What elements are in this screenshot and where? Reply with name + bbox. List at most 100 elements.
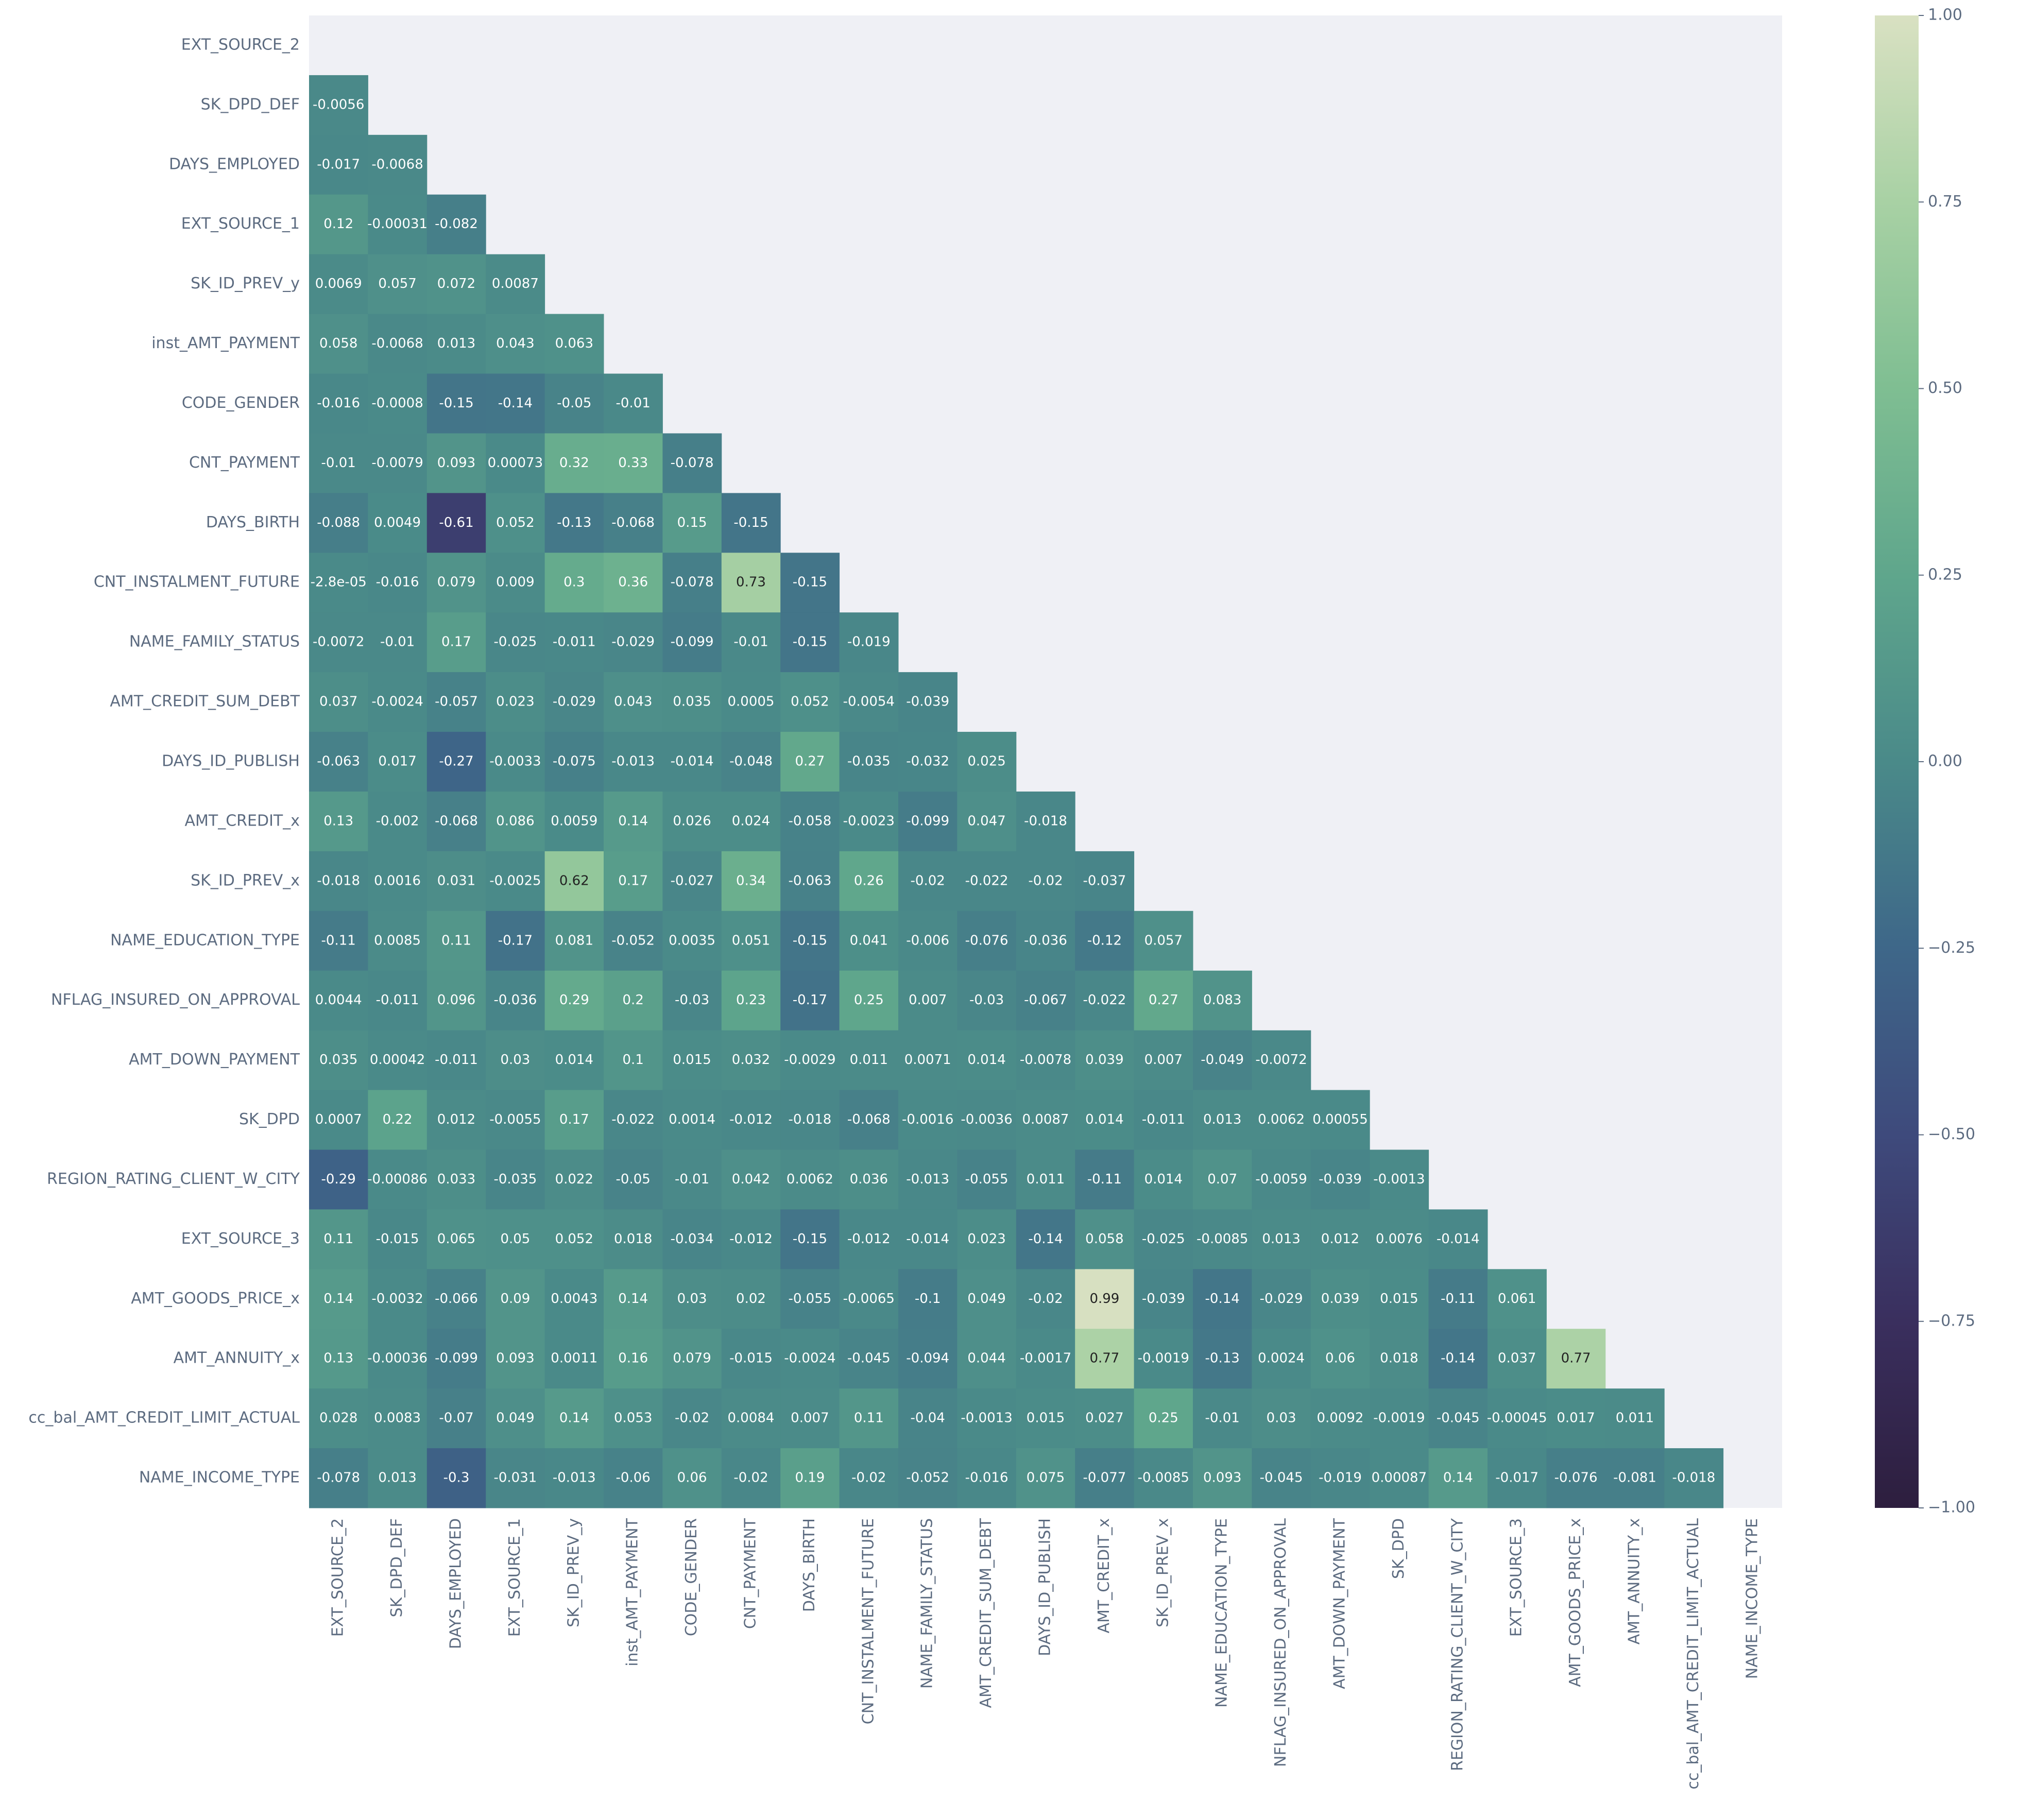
heatmap-cell xyxy=(309,433,368,493)
cell-label: 0.17 xyxy=(441,634,471,650)
cell-label: 0.0087 xyxy=(1022,1112,1069,1127)
heatmap-cell xyxy=(1605,1388,1665,1449)
x-tick-label: CNT_INSTALMENT_FUTURE xyxy=(859,1518,877,1724)
heatmap-cell xyxy=(486,911,545,971)
cell-label: -0.034 xyxy=(671,1231,714,1247)
heatmap-cell xyxy=(1016,1269,1075,1329)
heatmap-cell xyxy=(1488,1388,1547,1449)
cell-label: -0.0054 xyxy=(843,694,895,710)
heatmap-cell xyxy=(604,970,663,1031)
cell-label: 0.061 xyxy=(1498,1291,1536,1307)
heatmap-cell xyxy=(544,1388,604,1449)
cell-label: 0.0049 xyxy=(374,515,421,530)
heatmap-cell xyxy=(839,851,899,912)
heatmap-cell xyxy=(544,493,604,553)
heatmap-cell xyxy=(957,1149,1017,1210)
cell-label: -0.063 xyxy=(317,754,360,769)
cell-label: 0.0069 xyxy=(315,276,362,291)
cell-label: -0.0079 xyxy=(371,455,423,471)
heatmap-cell xyxy=(721,1090,781,1150)
heatmap-cell xyxy=(544,851,604,912)
heatmap-cell xyxy=(426,911,486,971)
cell-label: 0.043 xyxy=(614,694,652,710)
heatmap-cell xyxy=(544,791,604,852)
heatmap-cell xyxy=(426,732,486,792)
heatmap-cell xyxy=(898,791,958,852)
y-tick-label: EXT_SOURCE_3 xyxy=(181,1230,300,1248)
x-tick-label: NAME_FAMILY_STATUS xyxy=(918,1518,936,1689)
cell-label: -0.076 xyxy=(1554,1470,1598,1486)
cell-label: 0.035 xyxy=(319,1052,357,1068)
cell-label: -0.61 xyxy=(439,515,473,530)
heatmap-cell xyxy=(486,314,545,374)
heatmap-cell xyxy=(1428,1209,1488,1269)
heatmap-cell xyxy=(1370,1448,1429,1508)
heatmap-cell xyxy=(1252,1388,1311,1449)
heatmap-cell xyxy=(426,314,486,374)
heatmap-cell xyxy=(1252,1269,1311,1329)
heatmap-cell xyxy=(780,791,840,852)
cell-label: -0.018 xyxy=(1024,813,1067,829)
heatmap-cell xyxy=(368,1149,428,1210)
cell-label: 0.0035 xyxy=(669,933,715,948)
heatmap-cell xyxy=(544,672,604,732)
cell-label: 0.11 xyxy=(323,1231,353,1247)
cell-label: 0.29 xyxy=(559,992,589,1008)
cell-label: 0.0005 xyxy=(728,694,775,710)
heatmap-cell xyxy=(1310,1090,1370,1150)
cell-label: -0.002 xyxy=(376,813,419,829)
cell-label: 0.052 xyxy=(496,515,534,530)
cell-label: -0.013 xyxy=(611,754,655,769)
colorbar-tick-label: 0.00 xyxy=(1928,752,1962,770)
heatmap-cell xyxy=(1075,970,1135,1031)
heatmap-cell xyxy=(780,1329,840,1389)
cell-label: -0.045 xyxy=(847,1351,891,1366)
cell-label: 0.3 xyxy=(563,575,585,590)
heatmap-cell xyxy=(957,1388,1017,1449)
cell-label: 0.0083 xyxy=(374,1411,421,1426)
heatmap-cell xyxy=(780,553,840,613)
cell-label: 0.14 xyxy=(1443,1470,1473,1486)
heatmap-cell xyxy=(1252,1448,1311,1508)
y-tick-label: DAYS_ID_PUBLISH xyxy=(162,752,300,770)
cell-label: -0.099 xyxy=(671,634,714,650)
cell-label: -0.029 xyxy=(553,694,596,710)
y-tick-label: EXT_SOURCE_1 xyxy=(181,215,300,233)
heatmap-cell xyxy=(1488,1329,1547,1389)
cell-label: -0.14 xyxy=(498,396,533,411)
heatmap-cell xyxy=(839,672,899,732)
heatmap-cell xyxy=(1075,1030,1135,1091)
cell-label: -0.081 xyxy=(1613,1470,1656,1486)
cell-label: 0.052 xyxy=(555,1231,593,1247)
cell-label: 0.77 xyxy=(1089,1351,1119,1366)
heatmap-cell xyxy=(426,1090,486,1150)
heatmap-cell xyxy=(957,732,1017,792)
heatmap-cell xyxy=(1134,970,1193,1031)
heatmap-cell xyxy=(426,373,486,434)
heatmap-cell xyxy=(368,553,428,613)
heatmap-cell xyxy=(368,791,428,852)
heatmap-cell xyxy=(957,1269,1017,1329)
heatmap-cell xyxy=(368,732,428,792)
heatmap-cell xyxy=(898,970,958,1031)
cell-label: 0.0092 xyxy=(1317,1411,1364,1426)
cell-label: -0.17 xyxy=(793,992,827,1008)
cell-label: -2.8e-05 xyxy=(311,575,367,590)
heatmap-cell xyxy=(368,1090,428,1150)
cell-label: -0.0013 xyxy=(1373,1172,1425,1187)
heatmap-cell xyxy=(1664,1448,1724,1508)
heatmap-cell xyxy=(957,1329,1017,1389)
heatmap-cell xyxy=(368,373,428,434)
cell-label: 0.05 xyxy=(500,1231,530,1247)
heatmap-cell xyxy=(1370,1209,1429,1269)
heatmap-cell xyxy=(309,254,368,315)
heatmap-cell xyxy=(544,732,604,792)
cell-label: 0.23 xyxy=(736,992,766,1008)
heatmap-cell xyxy=(721,1149,781,1210)
cell-label: -0.11 xyxy=(321,933,356,948)
heatmap-cell xyxy=(604,1448,663,1508)
cell-label: 0.14 xyxy=(323,1291,353,1307)
heatmap-cell xyxy=(309,1030,368,1091)
heatmap-cell xyxy=(662,851,722,912)
